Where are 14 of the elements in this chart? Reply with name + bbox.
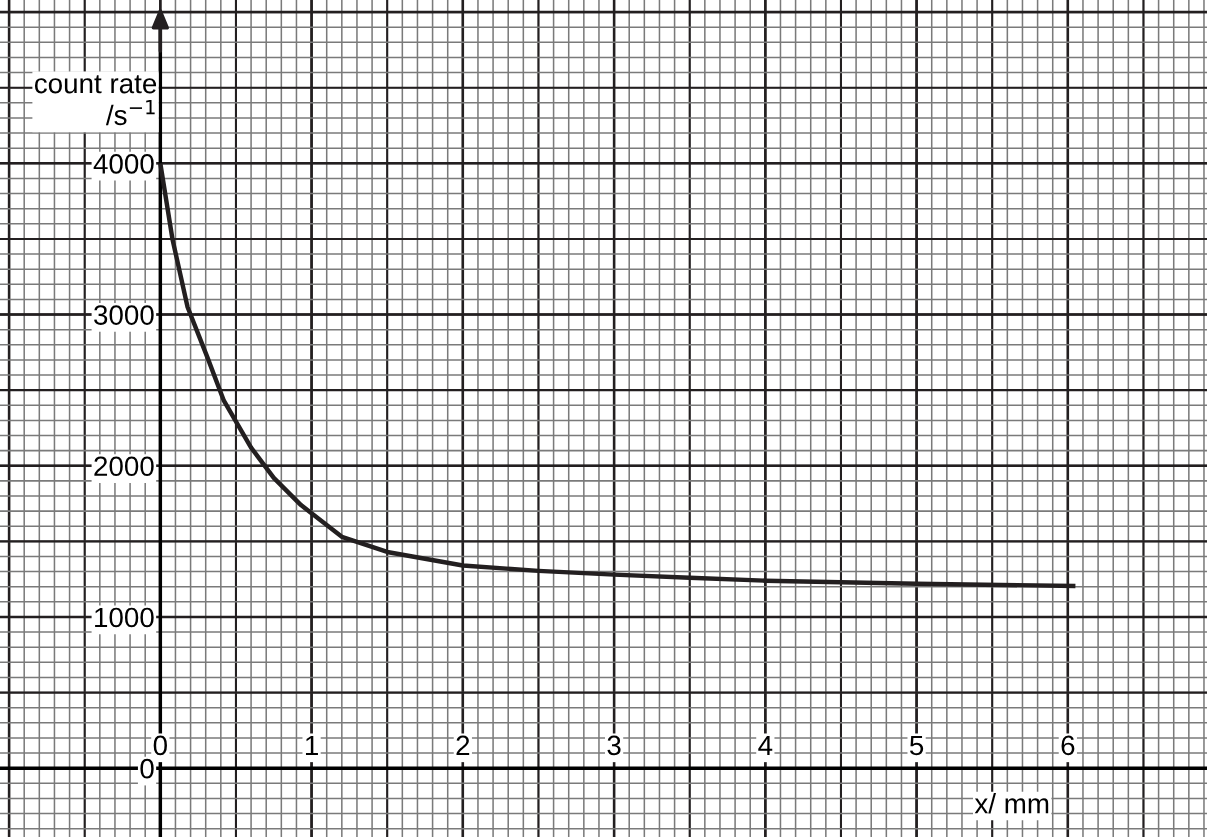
y-tick-label: 2000 (94, 456, 154, 477)
x-tick-label: 2 (456, 735, 470, 755)
x-tick-label: 4 (758, 735, 773, 755)
y-axis-title: count rate /s$^{−1}$ (34, 75, 157, 126)
x-tick-label: 3 (607, 735, 621, 756)
x-tick-label: 1 (305, 735, 318, 755)
x-tick-label: 5 (909, 735, 924, 756)
y-tick-label: 0 (140, 758, 154, 779)
y-tick-label: 3000 (94, 305, 154, 325)
x-tick-label: 6 (1061, 735, 1075, 756)
x-tick-label: 0 (153, 735, 167, 756)
y-tick-label: 4000 (93, 153, 154, 174)
y-tick-label: 1000 (95, 607, 154, 628)
x-axis-title: x/ mm (974, 793, 1049, 814)
